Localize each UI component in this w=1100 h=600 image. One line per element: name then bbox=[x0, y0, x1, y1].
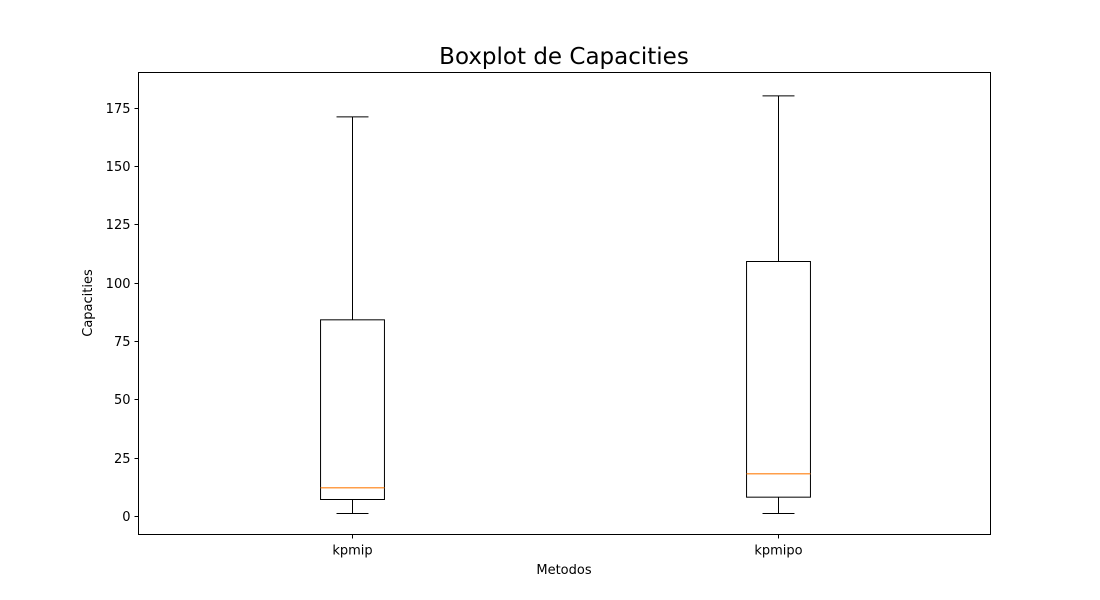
y-tick-label: 75 bbox=[114, 335, 131, 350]
y-tick-label: 50 bbox=[114, 393, 131, 408]
iqr-box bbox=[746, 261, 811, 498]
chart-title: Boxplot de Capacities bbox=[439, 44, 689, 70]
box-kpmip bbox=[320, 116, 385, 514]
plot-frame bbox=[138, 72, 991, 535]
y-axis-label: Capacities bbox=[81, 269, 96, 337]
y-axis: 0 25 50 75 100 125 150 175 bbox=[106, 102, 139, 525]
y-tick-label: 25 bbox=[114, 452, 131, 467]
iqr-box bbox=[320, 319, 385, 501]
y-tick-label: 175 bbox=[106, 102, 131, 117]
y-tick-label: 0 bbox=[122, 510, 130, 525]
box-kpmipo bbox=[746, 95, 811, 514]
y-tick-label: 125 bbox=[106, 218, 131, 233]
y-tick-label: 150 bbox=[106, 160, 131, 175]
y-tick-label: 100 bbox=[106, 277, 131, 292]
x-tick-label: kpmipo bbox=[754, 544, 802, 559]
boxes-group bbox=[320, 95, 811, 514]
x-axis: kpmip kpmipo bbox=[332, 534, 803, 559]
x-axis-label: Metodos bbox=[536, 563, 591, 578]
x-tick-label: kpmip bbox=[332, 544, 372, 559]
